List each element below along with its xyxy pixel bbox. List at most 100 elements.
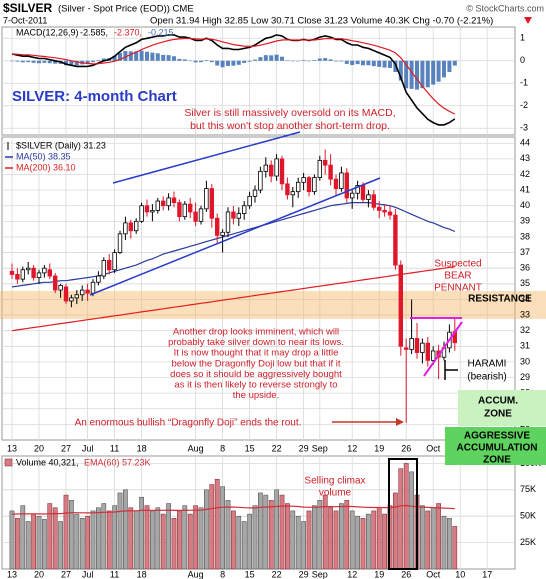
volume-bar — [42, 519, 47, 570]
volume-bar — [441, 515, 447, 570]
candle-body — [63, 286, 69, 302]
candle-body — [225, 211, 231, 233]
volume-bar — [376, 507, 382, 570]
macd-histogram-bar — [91, 60, 95, 63]
candle-body — [42, 267, 47, 274]
x-tick-label: Aug — [188, 569, 204, 579]
annotation-shapes — [89, 131, 463, 570]
macd-histogram-bar — [344, 60, 349, 64]
volume-bar — [171, 518, 177, 570]
candle-body — [236, 213, 241, 219]
macd-histogram-bar — [10, 60, 14, 62]
x-tick-label: 20 — [34, 443, 44, 453]
annotation: Suspected — [434, 259, 481, 270]
annotation: HARAMI — [468, 359, 507, 370]
volume-bar — [258, 492, 263, 570]
macd-histogram-bar — [355, 60, 360, 65]
candle-body — [371, 194, 376, 208]
x-tick-label: 29 — [299, 569, 309, 579]
macd-histogram-bar — [128, 51, 133, 61]
channel-lower — [89, 177, 381, 296]
volume-bar — [425, 510, 431, 570]
volume-bar — [79, 518, 85, 570]
macd-histogram-bar — [177, 58, 182, 61]
x-tick-label: Aug — [188, 443, 204, 453]
macd-histogram-bar — [452, 60, 457, 66]
volume-bar — [247, 513, 252, 570]
y-tick-label: -1 — [520, 78, 528, 88]
legend-entry: $SILVER (Daily) 31.23 — [16, 140, 106, 150]
candle-body — [376, 206, 382, 211]
volume-bar — [312, 505, 317, 570]
candle-body — [382, 210, 387, 213]
candle-body — [263, 164, 268, 172]
volume-bar — [328, 507, 333, 570]
volume-bar — [349, 510, 355, 570]
volume-bar — [322, 494, 328, 570]
annotation: ACCUM. — [478, 396, 518, 407]
y-tick-label: 50K — [520, 511, 536, 521]
candle-body — [166, 197, 171, 207]
chart-title: SILVER: 4-month Chart — [12, 88, 177, 105]
macd-histogram-bar — [425, 60, 430, 88]
macd-histogram-bar — [112, 55, 117, 61]
annotation: It is now thought that it may drop a lit… — [174, 348, 339, 359]
volume-bar — [236, 515, 242, 570]
y-tick-label: 44 — [520, 138, 530, 148]
candle-body — [15, 274, 20, 280]
macd-histogram-bar — [118, 53, 122, 61]
volume-bar — [409, 471, 414, 570]
candle-body — [96, 275, 101, 283]
volume-bar — [15, 518, 20, 570]
x-tick-label: 22 — [272, 569, 282, 579]
macd-histogram-bar — [123, 51, 128, 61]
annotation: Selling climax — [304, 476, 365, 487]
candle-body — [25, 267, 31, 271]
macd-histogram-bar — [74, 60, 79, 66]
macd-histogram-bar — [64, 60, 68, 66]
volume-bar — [69, 500, 74, 570]
x-tick-label: 27 — [61, 443, 71, 453]
x-tick-label: 8 — [220, 569, 225, 579]
y-tick-label: 34 — [520, 294, 530, 304]
x-tick-label: 15 — [245, 443, 255, 453]
resistance-band — [0, 291, 546, 319]
annotation: but this won't stop another short-term d… — [190, 120, 390, 132]
x-tick-label: 12 — [347, 569, 357, 579]
candle-body — [214, 217, 220, 236]
x-tick-label: 17 — [482, 569, 492, 579]
candle-body — [74, 294, 79, 299]
volume-bar — [290, 510, 296, 570]
volume-bar — [204, 489, 209, 570]
x-tick-label: 18 — [137, 443, 147, 453]
macd-histogram-bar — [447, 60, 452, 72]
macd-histogram-bar — [431, 60, 436, 85]
macd-histogram-bar — [20, 60, 25, 63]
candle-body — [398, 264, 403, 347]
macd-histogram-bar — [85, 60, 90, 64]
volume-bar — [344, 500, 350, 570]
macd-histogram-bar — [209, 60, 214, 63]
candle-body — [80, 289, 85, 296]
volume-bar — [285, 503, 290, 570]
annotation: ZONE — [483, 455, 511, 466]
candle-body — [90, 281, 96, 294]
candle-body — [112, 252, 117, 271]
x-tick-label: Sep — [312, 443, 328, 453]
volume-bar — [47, 503, 53, 570]
annotation: does so it should be aggressively bought — [170, 369, 342, 380]
labels: $SILVER (Silver - Spot Price (EOD)) CME … — [3, 1, 544, 579]
candle-body — [160, 200, 166, 207]
candle-body — [187, 203, 193, 213]
annotation: Silver is still massively oversold on it… — [184, 107, 395, 119]
volume-bar — [9, 510, 15, 570]
annotation: below the Dragonfly Doji low but that if… — [172, 358, 341, 369]
candle-body — [322, 160, 328, 166]
volume-bar — [123, 489, 128, 570]
candle-body — [333, 178, 339, 189]
volume-bar — [393, 492, 398, 570]
macd-line — [11, 37, 456, 115]
macd-histogram-bar — [37, 60, 41, 64]
volume-bar — [268, 500, 274, 570]
macd-histogram-bar — [139, 50, 144, 61]
